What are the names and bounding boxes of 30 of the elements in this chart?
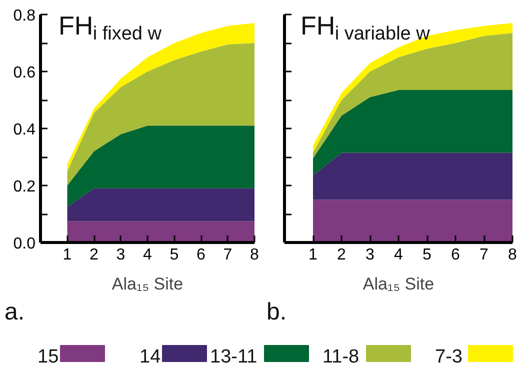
y-tick-label: 0.8	[13, 8, 36, 24]
x-axis-title: Ala₁₅ Site	[362, 274, 434, 294]
y-tick-label: 0.2	[13, 178, 36, 196]
x-tick-label: 8	[508, 246, 518, 264]
legend-label: 7-3	[435, 346, 462, 368]
legend-label: 11-8	[322, 346, 360, 368]
x-tick-label: 3	[116, 246, 126, 264]
x-tick-label: 2	[337, 246, 346, 264]
x-tick-label: 3	[366, 246, 375, 264]
x-tick-label: 6	[196, 246, 206, 264]
x-tick-label: 1	[308, 246, 318, 264]
text: b.	[266, 298, 287, 326]
x-tick-label: 4	[143, 246, 152, 264]
x-tick-label: 5	[170, 246, 179, 264]
text: a.	[4, 298, 25, 326]
x-tick-label: 7	[480, 246, 489, 264]
legend-label: 13-11	[210, 346, 258, 368]
legend-label: 15	[38, 346, 59, 368]
x-tick-label: 1	[62, 246, 72, 264]
x-tick-label: 7	[223, 246, 232, 264]
x-tick-label: 5	[422, 246, 432, 264]
x-tick-label: 8	[250, 246, 260, 264]
legend-label: 14	[140, 346, 162, 368]
x-tick-label: 6	[451, 246, 460, 264]
y-tick-label: 0.0	[13, 236, 36, 252]
x-tick-label: 2	[90, 246, 99, 264]
x-axis-title: Ala₁₅ Site	[112, 274, 184, 294]
x-tick-label: 4	[394, 246, 404, 264]
y-tick-label: 0.6	[13, 64, 36, 82]
y-tick-label: 0.4	[13, 122, 36, 138]
